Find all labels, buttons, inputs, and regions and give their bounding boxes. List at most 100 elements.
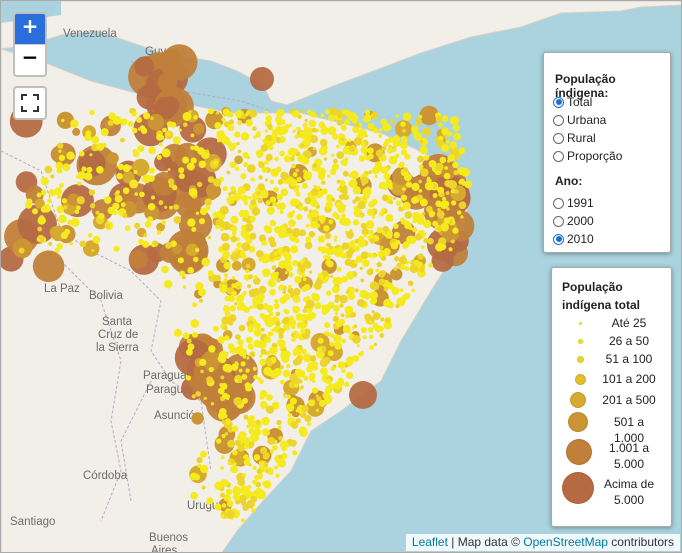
marker-small[interactable] bbox=[271, 136, 276, 141]
marker-small[interactable] bbox=[186, 162, 195, 171]
radio-button[interactable] bbox=[553, 197, 564, 209]
marker-small[interactable] bbox=[272, 445, 278, 451]
marker-small[interactable] bbox=[295, 168, 300, 173]
marker-small[interactable] bbox=[353, 137, 363, 146]
marker-small[interactable] bbox=[167, 168, 171, 171]
marker-small[interactable] bbox=[374, 174, 378, 179]
marker-small[interactable] bbox=[323, 157, 328, 161]
marker-small[interactable] bbox=[286, 403, 295, 412]
marker-small[interactable] bbox=[150, 116, 154, 121]
marker-small[interactable] bbox=[249, 215, 256, 222]
marker-small[interactable] bbox=[257, 340, 267, 349]
marker-small[interactable] bbox=[200, 464, 209, 474]
marker-small[interactable] bbox=[226, 140, 232, 147]
marker-small[interactable] bbox=[55, 161, 63, 170]
marker-small[interactable] bbox=[333, 304, 340, 312]
marker-small[interactable] bbox=[249, 232, 257, 240]
marker-small[interactable] bbox=[172, 136, 181, 145]
marker-small[interactable] bbox=[275, 115, 282, 123]
marker-small[interactable] bbox=[250, 177, 255, 182]
marker-small[interactable] bbox=[227, 439, 236, 448]
marker-small[interactable] bbox=[147, 216, 154, 223]
marker-small[interactable] bbox=[238, 195, 243, 199]
marker-small[interactable] bbox=[283, 232, 289, 238]
marker-small[interactable] bbox=[327, 126, 337, 135]
marker-small[interactable] bbox=[79, 240, 87, 248]
marker-small[interactable] bbox=[386, 235, 390, 239]
marker-small[interactable] bbox=[383, 248, 391, 256]
marker-small[interactable] bbox=[331, 163, 339, 171]
marker-small[interactable] bbox=[89, 203, 96, 209]
marker-small[interactable] bbox=[326, 290, 332, 296]
marker-small[interactable] bbox=[298, 379, 303, 384]
marker-small[interactable] bbox=[216, 224, 221, 229]
marker-medium[interactable] bbox=[193, 123, 205, 135]
marker-small[interactable] bbox=[317, 246, 323, 252]
marker-small[interactable] bbox=[357, 299, 365, 307]
marker-small[interactable] bbox=[441, 127, 449, 135]
marker-small[interactable] bbox=[315, 223, 320, 229]
marker-small[interactable] bbox=[392, 223, 399, 230]
marker-medium[interactable] bbox=[450, 185, 466, 202]
marker-small[interactable] bbox=[411, 182, 420, 191]
marker-small[interactable] bbox=[122, 164, 131, 173]
marker-small[interactable] bbox=[88, 189, 95, 196]
marker-small[interactable] bbox=[156, 230, 162, 235]
marker-small[interactable] bbox=[379, 128, 383, 132]
marker-small[interactable] bbox=[352, 126, 360, 134]
marker-small[interactable] bbox=[188, 188, 198, 197]
marker-small[interactable] bbox=[328, 219, 334, 225]
marker-small[interactable] bbox=[295, 191, 301, 197]
marker-small[interactable] bbox=[286, 394, 291, 399]
marker-small[interactable] bbox=[281, 171, 285, 176]
marker-small[interactable] bbox=[389, 200, 394, 205]
marker-small[interactable] bbox=[284, 271, 288, 275]
marker-small[interactable] bbox=[432, 193, 438, 198]
marker-small[interactable] bbox=[233, 397, 242, 406]
marker-small[interactable] bbox=[292, 129, 297, 133]
marker-small[interactable] bbox=[341, 242, 349, 250]
marker-small[interactable] bbox=[120, 202, 126, 208]
marker-small[interactable] bbox=[371, 215, 375, 219]
marker-small[interactable] bbox=[260, 401, 268, 409]
marker-small[interactable] bbox=[248, 245, 256, 253]
marker-small[interactable] bbox=[287, 256, 292, 261]
marker-small[interactable] bbox=[255, 149, 264, 158]
marker-small[interactable] bbox=[379, 245, 384, 250]
marker-small[interactable] bbox=[195, 247, 200, 253]
marker-small[interactable] bbox=[320, 113, 325, 118]
marker-small[interactable] bbox=[316, 396, 322, 402]
marker-small[interactable] bbox=[436, 116, 442, 122]
marker-small[interactable] bbox=[418, 114, 423, 119]
marker-small[interactable] bbox=[239, 250, 246, 257]
marker-small[interactable] bbox=[451, 200, 457, 206]
marker-small[interactable] bbox=[246, 110, 251, 115]
marker-small[interactable] bbox=[450, 239, 455, 244]
marker-small[interactable] bbox=[238, 324, 246, 332]
marker-small[interactable] bbox=[263, 225, 270, 232]
marker-small[interactable] bbox=[288, 381, 297, 389]
marker-small[interactable] bbox=[311, 387, 319, 394]
marker-small[interactable] bbox=[279, 296, 287, 304]
marker-small[interactable] bbox=[256, 468, 262, 474]
marker-small[interactable] bbox=[238, 348, 247, 357]
marker-small[interactable] bbox=[276, 193, 283, 201]
marker-small[interactable] bbox=[358, 352, 363, 357]
marker-small[interactable] bbox=[331, 197, 335, 202]
marker-small[interactable] bbox=[398, 162, 404, 169]
marker-small[interactable] bbox=[327, 350, 334, 357]
marker-small[interactable] bbox=[360, 222, 367, 229]
marker-small[interactable] bbox=[255, 132, 261, 138]
marker-small[interactable] bbox=[321, 309, 328, 316]
marker-small[interactable] bbox=[293, 246, 298, 251]
marker-small[interactable] bbox=[253, 374, 258, 380]
marker-small[interactable] bbox=[287, 413, 292, 418]
marker-small[interactable] bbox=[448, 247, 453, 252]
marker-small[interactable] bbox=[56, 167, 63, 174]
marker-small[interactable] bbox=[317, 337, 324, 344]
marker-small[interactable] bbox=[403, 167, 408, 172]
marker-small[interactable] bbox=[251, 207, 261, 216]
marker-small[interactable] bbox=[243, 414, 249, 420]
marker-small[interactable] bbox=[398, 142, 402, 147]
marker-small[interactable] bbox=[333, 158, 338, 164]
